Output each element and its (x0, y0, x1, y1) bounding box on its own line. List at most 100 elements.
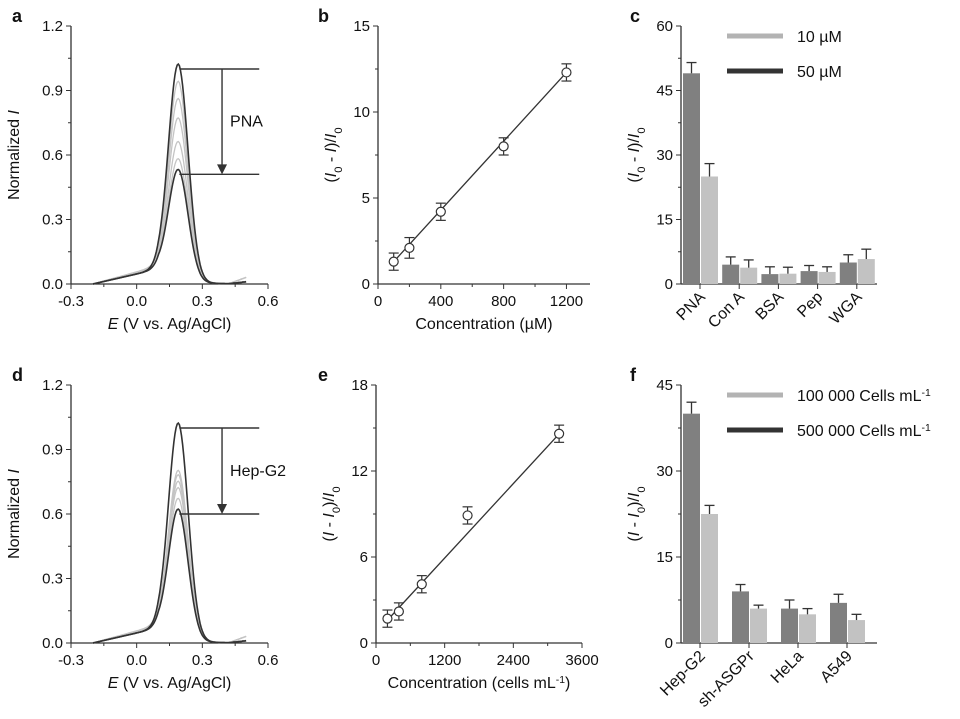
x-axis-label: E (V vs. Ag/AgCl) (108, 316, 232, 333)
label-part: )/ (626, 138, 643, 148)
label-part: 0 (636, 167, 648, 173)
y-tick-label: 30 (656, 463, 673, 480)
fit-line (386, 433, 560, 621)
data-point (462, 510, 473, 521)
y-tick-label: 0.9 (42, 442, 63, 459)
y-tick-label: 0 (360, 635, 368, 652)
label-part: (V vs. Ag/AgCl) (118, 675, 231, 692)
bar (701, 514, 718, 643)
y-axis-label: (I - I0)/I0 (321, 486, 343, 541)
label-part: 0 (636, 507, 648, 513)
data-point (561, 67, 572, 78)
y-tick-label: 12 (351, 463, 368, 480)
label-part: I (626, 513, 643, 518)
y-tick-label: 15 (353, 18, 370, 35)
x-tick-label: 400 (428, 293, 453, 310)
y-tick-label: 15 (656, 212, 673, 229)
y-tick-label: 0 (362, 276, 370, 293)
bar (701, 176, 718, 284)
category-label: Con A (705, 289, 748, 332)
bar (740, 267, 758, 284)
x-tick-label: 0.3 (192, 293, 213, 310)
y-tick-label: 18 (351, 377, 368, 394)
x-tick-label: 1200 (550, 293, 583, 310)
y-tick-label: 6 (360, 549, 368, 566)
label-part: I (626, 492, 643, 497)
bar (848, 620, 865, 643)
x-axis-label: E (V vs. Ag/AgCl) (108, 675, 232, 692)
bar (779, 273, 797, 284)
bar (818, 271, 836, 284)
data-point (416, 579, 427, 590)
x-tick-label: -0.3 (58, 652, 84, 669)
y-axis-label: (I0 - I)/I0 (626, 127, 648, 182)
x-tick-label: 2400 (497, 652, 530, 669)
data-point (382, 613, 393, 624)
label-part: ) (565, 675, 570, 692)
fit-line (393, 72, 567, 263)
label-part: I (626, 133, 643, 138)
bar (839, 262, 857, 284)
y-tick-label: 1.2 (42, 377, 63, 394)
bar (781, 608, 798, 643)
annotation-label: PNA (230, 114, 263, 131)
data-point (498, 141, 509, 152)
label-part: I (6, 110, 23, 115)
y-tick-label: 0.3 (42, 212, 63, 229)
y-axis-label: Normalized I (6, 469, 23, 559)
panel-letter: c (630, 6, 640, 26)
label-part: -1 (556, 675, 565, 686)
y-tick-label: 45 (656, 377, 673, 394)
panel-letter: a (12, 6, 23, 26)
y-tick-label: 45 (656, 83, 673, 100)
x-tick-label: 0.6 (258, 652, 279, 669)
category-label: WGA (827, 289, 866, 328)
y-tick-label: 0.0 (42, 635, 63, 652)
label-part: Concentration (cells mL (388, 675, 556, 692)
label-part: Concentration (µM) (415, 316, 552, 333)
y-axis-label: (I0 - I)/I0 (323, 127, 345, 182)
bar (761, 274, 779, 284)
y-tick-label: 60 (656, 18, 673, 35)
x-tick-label: 0 (374, 293, 382, 310)
y-tick-label: 0.6 (42, 147, 63, 164)
label-part: Normalized (6, 115, 23, 200)
label-part: )/ (626, 497, 643, 507)
label-part: 0 (333, 167, 345, 173)
bar (830, 602, 847, 643)
legend-text: 500 000 Cells mL (797, 423, 922, 440)
label-part: ( (323, 177, 340, 183)
panel-letter: e (318, 365, 328, 385)
label-part: 0 (331, 507, 343, 513)
label-part: - (626, 518, 643, 532)
label-part: I (626, 147, 643, 152)
legend-label: 50 µM (797, 64, 842, 81)
label-part: Normalized (6, 474, 23, 559)
label-part: ( (626, 536, 643, 542)
y-axis-label: (I - I0)/I0 (626, 486, 648, 541)
x-tick-label: 800 (491, 293, 516, 310)
panel-letter: b (318, 6, 329, 26)
label-part: I (626, 531, 643, 536)
y-tick-label: 0.9 (42, 83, 63, 100)
category-label: A549 (817, 648, 856, 687)
category-label: Pep (794, 289, 826, 321)
data-point (388, 256, 399, 267)
label-part: I (6, 469, 23, 474)
y-tick-label: 1.2 (42, 18, 63, 35)
label-part: - (323, 152, 340, 166)
label-part: I (323, 133, 340, 138)
legend-label: 10 µM (797, 29, 842, 46)
label-part: ( (626, 177, 643, 183)
label-part: I (321, 531, 338, 536)
x-tick-label: -0.3 (58, 293, 84, 310)
legend-sup: -1 (922, 388, 931, 399)
y-tick-label: 5 (362, 190, 370, 207)
category-label: PNA (674, 289, 710, 325)
label-part: )/ (321, 497, 338, 507)
y-tick-label: 15 (656, 549, 673, 566)
y-tick-label: 0.3 (42, 571, 63, 588)
label-part: - (321, 518, 338, 532)
panel-letter: f (630, 365, 637, 385)
